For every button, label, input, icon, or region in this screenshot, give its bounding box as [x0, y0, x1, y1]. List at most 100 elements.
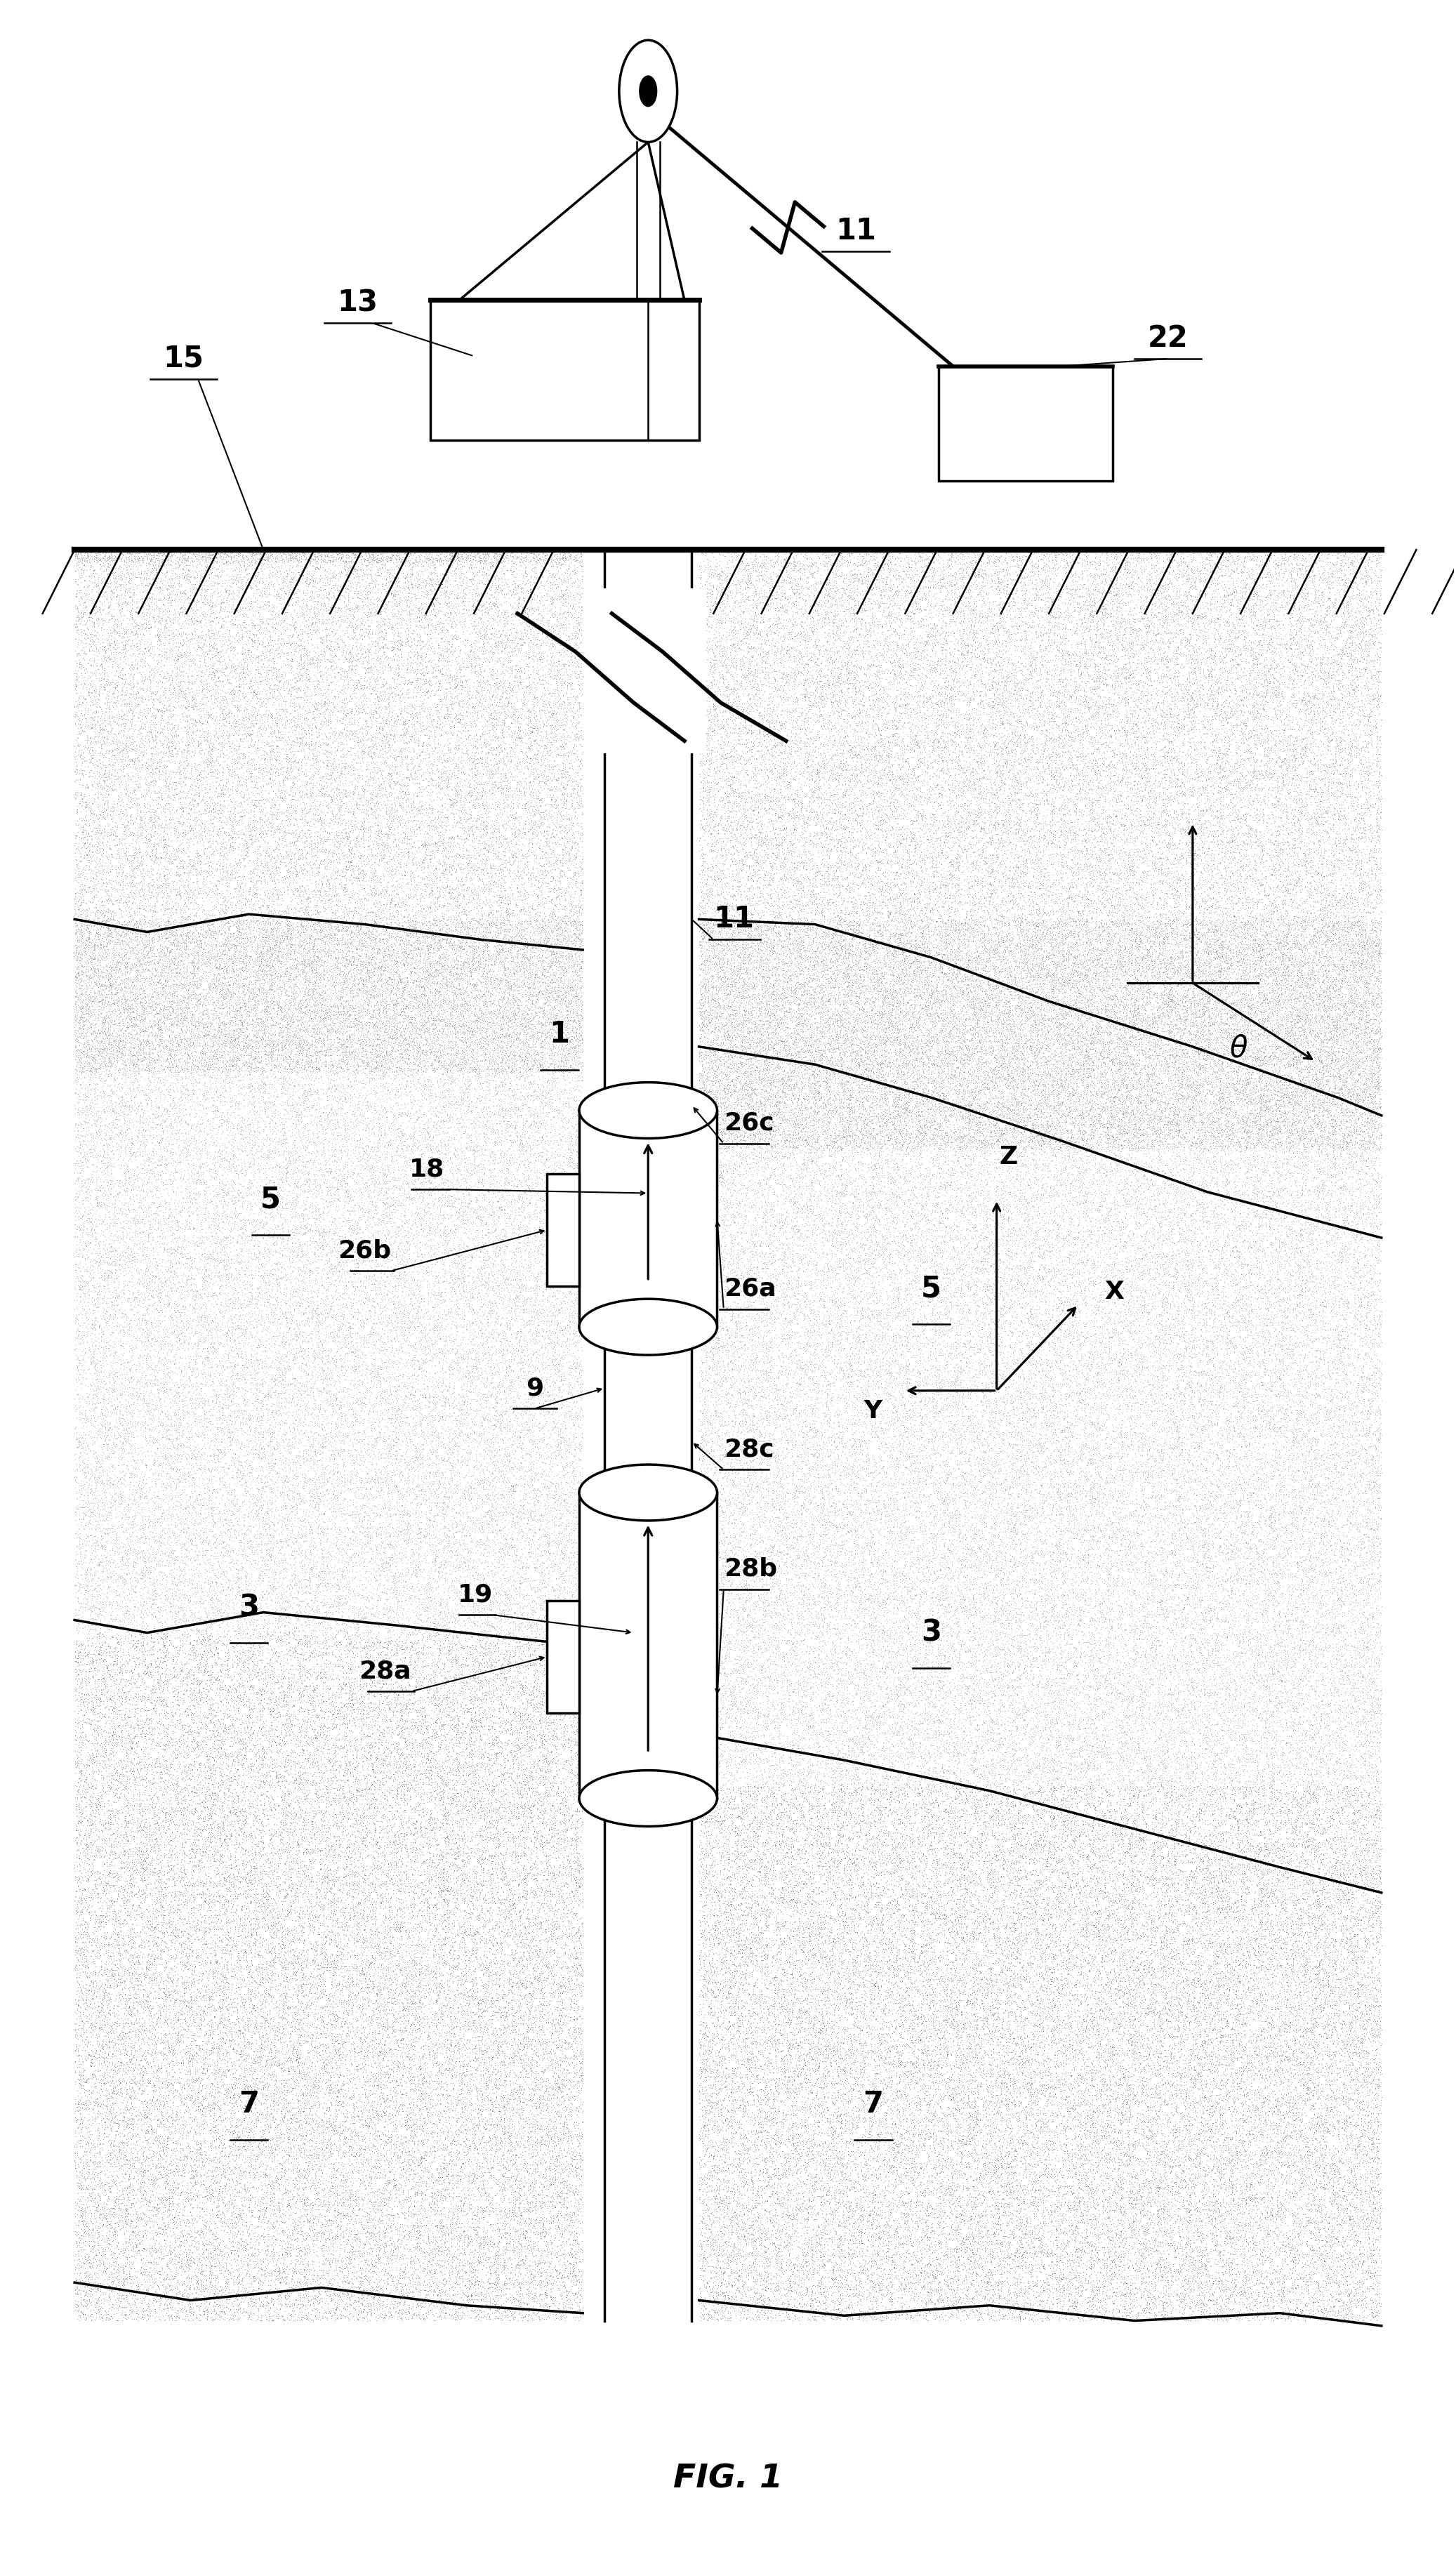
- Point: [300, 1192, 323, 1233]
- Point: [282, 1000, 306, 1041]
- Point: [194, 1034, 217, 1074]
- Point: [1261, 620, 1284, 661]
- Point: [475, 960, 498, 1000]
- Point: [1149, 947, 1172, 988]
- Point: [496, 1666, 520, 1707]
- Point: [1273, 1105, 1296, 1146]
- Point: [849, 1026, 872, 1067]
- Point: [74, 781, 98, 822]
- Point: [170, 791, 194, 832]
- Point: [695, 939, 718, 980]
- Point: [1156, 1465, 1179, 1506]
- Point: [1229, 2059, 1252, 2100]
- Point: [1254, 914, 1277, 954]
- Point: [199, 2238, 223, 2279]
- Point: [1045, 1062, 1069, 1102]
- Point: [791, 1529, 814, 1569]
- Point: [272, 1131, 296, 1171]
- Point: [747, 893, 770, 934]
- Point: [473, 1541, 496, 1582]
- Point: [852, 998, 875, 1039]
- Point: [520, 2024, 543, 2065]
- Point: [478, 2259, 501, 2299]
- Point: [427, 648, 450, 689]
- Point: [349, 778, 373, 819]
- Point: [1300, 804, 1324, 845]
- Point: [160, 1682, 183, 1723]
- Point: [438, 878, 462, 919]
- Point: [86, 1189, 109, 1230]
- Point: [552, 653, 575, 694]
- Point: [122, 602, 146, 643]
- Point: [1287, 1401, 1310, 1442]
- Point: [826, 1899, 849, 1940]
- Point: [868, 615, 891, 656]
- Point: [514, 1026, 537, 1067]
- Point: [565, 1131, 588, 1171]
- Point: [1367, 937, 1390, 977]
- Point: [852, 2039, 875, 2080]
- Point: [412, 2136, 435, 2177]
- Point: [239, 1534, 262, 1575]
- Point: [1107, 1868, 1130, 1909]
- Point: [268, 1932, 291, 1973]
- Point: [310, 1324, 333, 1365]
- Point: [1162, 799, 1185, 840]
- Point: [990, 809, 1013, 850]
- Point: [778, 1478, 801, 1518]
- Point: [948, 1541, 971, 1582]
- Point: [1284, 2243, 1307, 2284]
- Point: [1015, 1016, 1038, 1057]
- Point: [141, 1363, 165, 1404]
- Point: [996, 1947, 1019, 1988]
- Point: [1329, 1605, 1353, 1646]
- Point: [1261, 1212, 1284, 1253]
- Point: [74, 1225, 98, 1266]
- Point: [473, 2269, 496, 2310]
- Point: [265, 607, 288, 648]
- Point: [858, 1483, 881, 1524]
- Point: [165, 2253, 188, 2294]
- Point: [496, 2215, 520, 2256]
- Point: [1045, 1123, 1069, 1164]
- Point: [125, 1700, 149, 1740]
- Point: [501, 1317, 524, 1358]
- Point: [1018, 1095, 1041, 1136]
- Point: [820, 681, 843, 722]
- Point: [957, 664, 980, 704]
- Point: [542, 658, 565, 699]
- Point: [132, 2164, 156, 2205]
- Point: [220, 1539, 243, 1580]
- Point: [977, 554, 1000, 595]
- Point: [233, 1763, 256, 1804]
- Point: [331, 569, 354, 610]
- Point: [284, 2039, 307, 2080]
- Point: [84, 1608, 108, 1649]
- Point: [780, 875, 804, 916]
- Point: [960, 1975, 983, 2016]
- Point: [253, 2121, 277, 2162]
- Point: [119, 1575, 143, 1615]
- Point: [326, 1309, 349, 1350]
- Point: [207, 1774, 230, 1814]
- Point: [256, 2067, 280, 2108]
- Point: [960, 1659, 983, 1700]
- Point: [1297, 1062, 1321, 1102]
- Point: [1158, 1761, 1181, 1802]
- Point: [170, 541, 194, 582]
- Point: [393, 773, 416, 814]
- Point: [920, 1850, 943, 1891]
- Point: [494, 2088, 517, 2128]
- Point: [757, 1108, 780, 1148]
- Point: [508, 778, 531, 819]
- Point: [424, 1095, 447, 1136]
- Point: [1075, 1317, 1098, 1358]
- Point: [186, 1725, 210, 1766]
- Point: [179, 2156, 202, 2197]
- Point: [381, 2156, 405, 2197]
- Point: [772, 809, 795, 850]
- Point: [1042, 646, 1066, 686]
- Point: [258, 1031, 281, 1072]
- Point: [1309, 602, 1332, 643]
- Point: [893, 1809, 916, 1850]
